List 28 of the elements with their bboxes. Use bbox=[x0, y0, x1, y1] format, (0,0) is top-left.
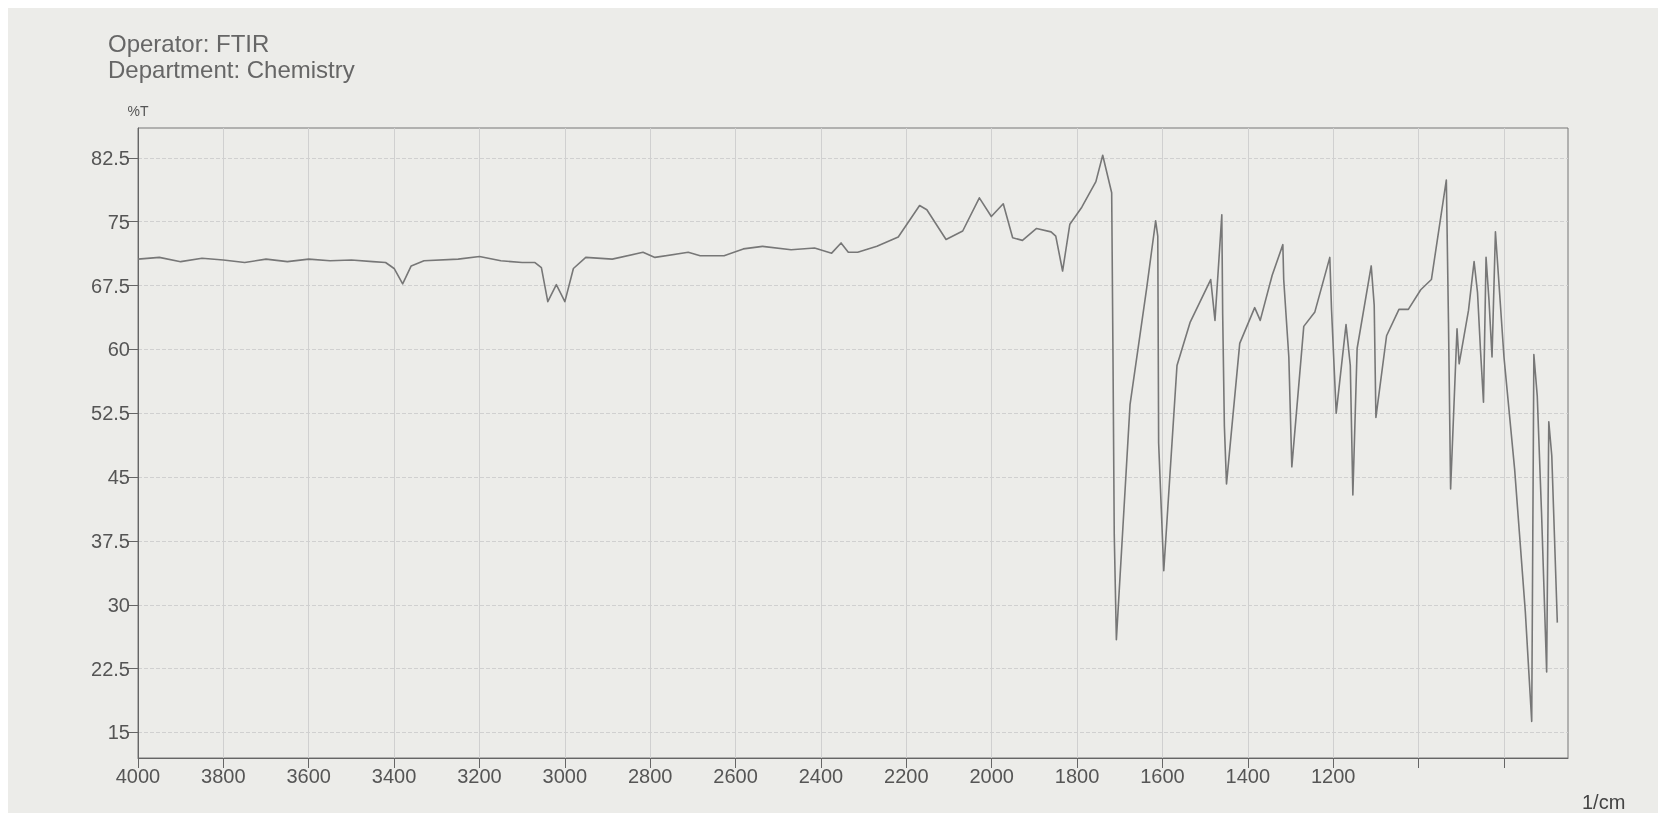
y-tick-label: 52.5 bbox=[91, 402, 130, 425]
y-tick-label: 67.5 bbox=[91, 274, 130, 297]
x-tick-label: 2200 bbox=[884, 765, 929, 787]
x-axis-title: 1/cm bbox=[1582, 791, 1626, 813]
y-axis-title: %T bbox=[127, 103, 149, 119]
y-tick-label: 15 bbox=[107, 721, 130, 744]
chart-title: Operator: FTIR bbox=[108, 29, 270, 57]
x-tick-label: 3800 bbox=[201, 765, 246, 787]
y-tick-label: 22.5 bbox=[91, 657, 130, 680]
x-tick-label: 2800 bbox=[627, 765, 673, 787]
y-tick-label: 82.5 bbox=[91, 146, 130, 169]
x-tick-label: 1400 bbox=[1225, 765, 1271, 787]
x-tick-label: 2400 bbox=[798, 765, 844, 787]
x-tick-label: 1600 bbox=[1140, 765, 1185, 787]
x-tick-label: 4000 bbox=[115, 765, 161, 787]
y-tick-label: 60 bbox=[107, 338, 130, 361]
y-tick-label: 30 bbox=[107, 593, 130, 616]
x-tick-label: 3600 bbox=[286, 765, 331, 787]
x-tick-label: 1200 bbox=[1310, 765, 1356, 787]
x-tick-label: 3000 bbox=[542, 765, 588, 787]
x-tick-label: 1800 bbox=[1054, 765, 1100, 787]
y-tick-label: 45 bbox=[107, 466, 130, 489]
x-tick-label: 3200 bbox=[457, 765, 502, 787]
x-tick-label: 3400 bbox=[371, 765, 417, 787]
y-tick-label: 75 bbox=[107, 210, 130, 233]
x-tick-label: 2000 bbox=[969, 765, 1014, 787]
y-tick-label: 37.5 bbox=[91, 529, 130, 552]
x-tick-label: 2600 bbox=[713, 765, 758, 787]
